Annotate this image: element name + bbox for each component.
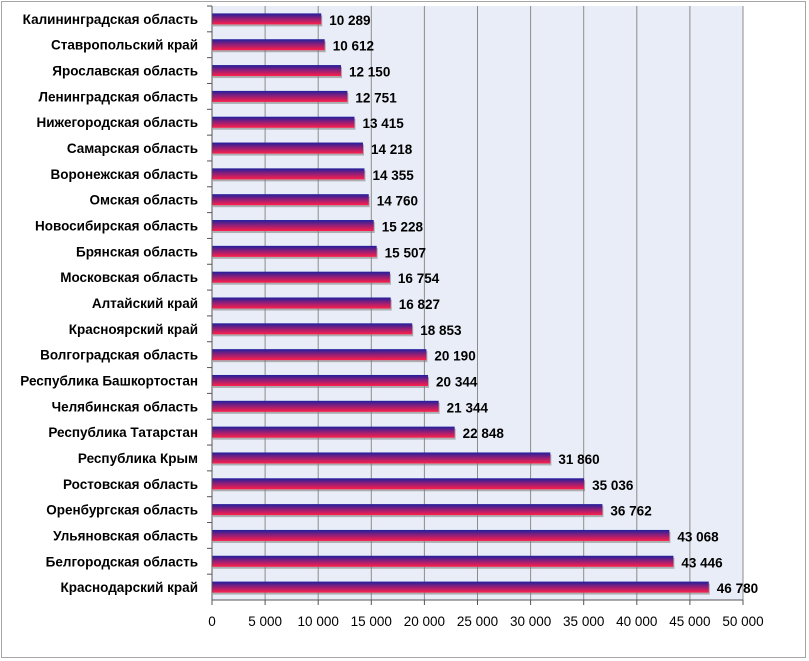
category-label: Ульяновская область [53,528,198,543]
data-label: 14 760 [377,194,418,209]
data-label: 16 827 [399,297,440,312]
x-tick-label: 40 000 [616,614,657,629]
data-label: 10 612 [333,39,374,54]
category-label: Волгоградская область [40,348,198,363]
category-label: Ростовская область [63,477,198,492]
category-label: Ставропольский край [51,38,198,53]
x-tick-label: 10 000 [298,614,339,629]
category-label: Московская область [60,270,198,285]
category-label: Самарская область [67,141,198,156]
x-tick-label: 0 [208,614,216,629]
bar [212,39,325,51]
bar [212,142,363,154]
bar [212,323,413,335]
category-label: Краснодарский край [61,580,198,595]
bar [212,297,391,309]
data-label: 43 068 [677,529,719,544]
bar [212,426,455,438]
data-label: 15 507 [385,245,426,260]
bar [212,349,427,361]
bar [212,168,365,180]
category-label: Красноярский край [69,322,198,337]
data-label: 31 860 [558,452,599,467]
data-label: 14 218 [371,142,413,157]
data-label: 16 754 [398,271,440,286]
bar [212,374,429,386]
category-label: Республика Татарстан [48,425,198,440]
category-label: Новосибирская область [35,219,198,234]
bar [212,65,342,77]
data-label: 46 780 [717,581,758,596]
bar [212,116,355,128]
axes [207,5,744,605]
data-label: 13 415 [362,116,404,131]
data-label: 20 344 [436,374,478,389]
data-label: 15 228 [382,220,424,235]
bar [212,194,369,206]
category-label: Брянская область [76,244,198,259]
x-tick-label: 35 000 [563,614,604,629]
bar [212,220,374,232]
data-label: 35 036 [592,478,634,493]
bar [212,504,603,516]
data-label: 10 289 [329,13,370,28]
bar [212,271,390,283]
x-tick-label: 30 000 [510,614,551,629]
data-label: 18 853 [420,323,462,338]
bar [212,245,377,257]
bar [212,90,348,102]
category-label: Воронежская область [50,167,198,182]
data-label: 36 762 [610,504,651,519]
category-label: Челябинская область [52,399,198,414]
category-label: Омская область [90,193,198,208]
x-tick-label: 15 000 [351,614,392,629]
data-label: 43 446 [681,555,723,570]
bars [212,13,710,595]
data-label: 21 344 [447,400,489,415]
data-label: 14 355 [372,168,414,183]
data-label: 12 150 [349,65,390,80]
category-label: Калининградская область [23,12,198,27]
category-label: Нижегородская область [37,115,199,130]
bar [212,400,439,412]
bar [212,581,709,593]
category-label: Алтайский край [92,296,198,311]
bar [212,529,670,541]
data-label: 20 190 [434,349,475,364]
bar [212,555,674,567]
labels: 0 5 000 10 000 15 000 20 000 25 000 30 000 35 0… [20,12,763,629]
x-tick-label: 25 000 [457,614,498,629]
category-label: Республика Башкортостан [20,373,198,388]
bar [212,13,322,25]
bar [212,452,551,464]
data-label: 12 751 [355,90,397,105]
bar [212,478,585,490]
category-label: Белгородская область [46,554,198,569]
category-label: Ярославская область [52,64,198,79]
x-tick-label: 5 000 [248,614,282,629]
x-tick-label: 50 000 [722,614,763,629]
data-label: 22 848 [463,426,505,441]
category-label: Ленинградская область [38,89,198,104]
category-label: Оренбургская область [46,503,198,518]
x-tick-label: 20 000 [404,614,445,629]
category-label: Республика Крым [78,451,198,466]
x-tick-label: 45 000 [669,614,710,629]
